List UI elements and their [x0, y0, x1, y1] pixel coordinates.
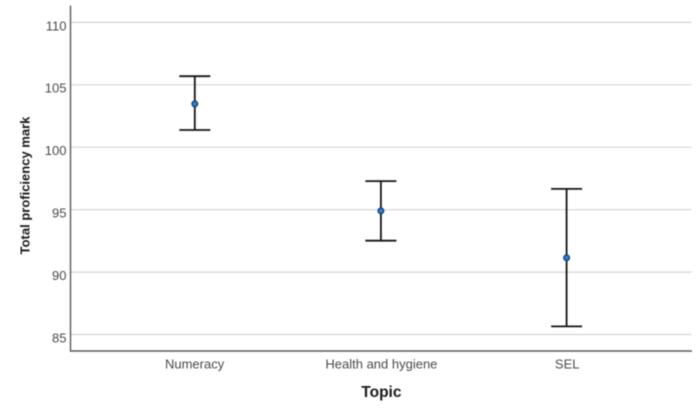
- svg-text:SEL: SEL: [555, 356, 580, 371]
- svg-text:Health and hygiene: Health and hygiene: [325, 356, 437, 371]
- svg-text:Topic: Topic: [361, 384, 402, 401]
- svg-text:85: 85: [52, 330, 66, 345]
- svg-text:Total proficiency mark: Total proficiency mark: [18, 116, 33, 255]
- svg-text:Numeracy: Numeracy: [165, 356, 225, 371]
- svg-text:110: 110: [46, 18, 67, 33]
- svg-text:100: 100: [45, 143, 67, 158]
- svg-text:95: 95: [52, 206, 66, 221]
- svg-text:90: 90: [52, 268, 66, 283]
- svg-text:105: 105: [45, 81, 67, 96]
